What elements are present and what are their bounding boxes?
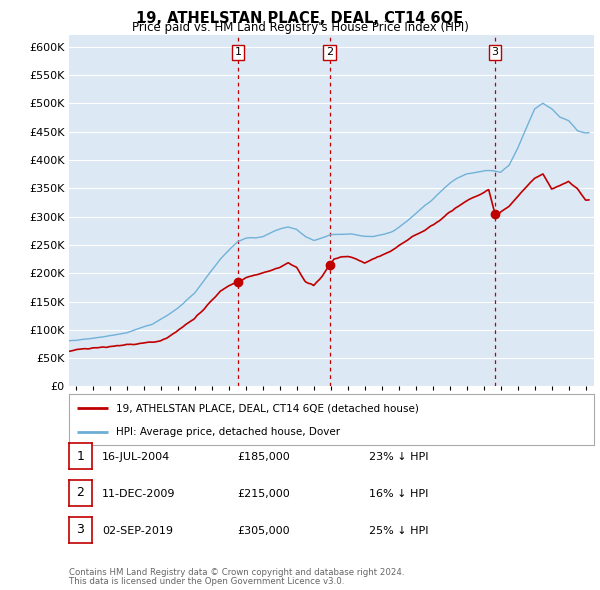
Text: HPI: Average price, detached house, Dover: HPI: Average price, detached house, Dove… xyxy=(116,428,340,437)
Text: 2: 2 xyxy=(76,486,85,499)
Text: 19, ATHELSTAN PLACE, DEAL, CT14 6QE: 19, ATHELSTAN PLACE, DEAL, CT14 6QE xyxy=(136,11,464,25)
Text: This data is licensed under the Open Government Licence v3.0.: This data is licensed under the Open Gov… xyxy=(69,578,344,586)
Text: £215,000: £215,000 xyxy=(237,489,290,499)
Text: 16-JUL-2004: 16-JUL-2004 xyxy=(102,453,170,462)
Text: £185,000: £185,000 xyxy=(237,453,290,462)
Text: 11-DEC-2009: 11-DEC-2009 xyxy=(102,489,176,499)
Text: 16% ↓ HPI: 16% ↓ HPI xyxy=(369,489,428,499)
Text: 1: 1 xyxy=(235,47,241,57)
Text: 2: 2 xyxy=(326,47,333,57)
Text: 25% ↓ HPI: 25% ↓ HPI xyxy=(369,526,428,536)
Text: Contains HM Land Registry data © Crown copyright and database right 2024.: Contains HM Land Registry data © Crown c… xyxy=(69,568,404,577)
Text: 19, ATHELSTAN PLACE, DEAL, CT14 6QE (detached house): 19, ATHELSTAN PLACE, DEAL, CT14 6QE (det… xyxy=(116,403,419,413)
Text: 3: 3 xyxy=(76,523,85,536)
Text: Price paid vs. HM Land Registry's House Price Index (HPI): Price paid vs. HM Land Registry's House … xyxy=(131,21,469,34)
Text: £305,000: £305,000 xyxy=(237,526,290,536)
Text: 02-SEP-2019: 02-SEP-2019 xyxy=(102,526,173,536)
Text: 23% ↓ HPI: 23% ↓ HPI xyxy=(369,453,428,462)
Text: 1: 1 xyxy=(76,450,85,463)
Text: 3: 3 xyxy=(491,47,499,57)
